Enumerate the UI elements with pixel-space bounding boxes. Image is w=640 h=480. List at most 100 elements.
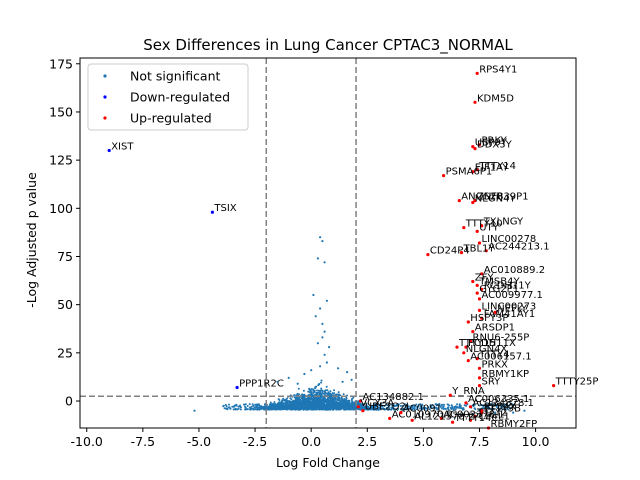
data-point	[475, 71, 479, 75]
background-point	[351, 398, 353, 400]
data-point	[276, 380, 279, 383]
background-point	[244, 403, 247, 406]
data-point	[358, 399, 363, 403]
gene-label: Y_RNA	[451, 386, 485, 397]
background-point	[286, 408, 289, 411]
data-point	[475, 283, 479, 287]
background-point	[385, 407, 388, 409]
background-point	[478, 404, 481, 407]
background-point	[438, 404, 441, 407]
background-point	[438, 402, 441, 405]
background-point	[439, 405, 442, 408]
background-point	[320, 381, 323, 384]
gene-label: AC244213.1	[488, 242, 549, 253]
background-point	[256, 403, 259, 406]
background-point	[235, 408, 238, 411]
data-point	[328, 346, 331, 349]
background-point	[299, 403, 302, 406]
background-point	[319, 406, 322, 409]
background-point	[418, 403, 421, 406]
background-point	[237, 407, 240, 410]
gene-label: EIF1AY	[475, 163, 509, 174]
gene-label: NLGN4Y	[475, 194, 517, 205]
data-point	[319, 236, 322, 239]
y-tick-label: 75	[57, 249, 73, 264]
background-point	[239, 406, 242, 409]
data-point	[477, 308, 482, 312]
gene-label: PCP4L1	[473, 411, 510, 422]
background-point	[330, 406, 332, 409]
gene-label: AC006157.1	[470, 352, 531, 363]
background-point	[501, 405, 504, 408]
gene-label: KDM5D	[477, 93, 514, 104]
background-point	[296, 407, 299, 410]
background-point	[326, 405, 329, 407]
gene-label: ANOS2P	[461, 192, 502, 203]
gene-label: TSIX	[213, 203, 236, 214]
background-point	[373, 405, 375, 408]
background-point	[283, 399, 286, 402]
background-point	[306, 405, 309, 408]
background-point	[391, 404, 394, 406]
background-point	[497, 404, 499, 406]
background-point	[504, 407, 507, 410]
background-point	[300, 407, 303, 410]
y-tick-label: 100	[49, 201, 73, 216]
data-point	[439, 416, 443, 420]
background-point	[305, 408, 308, 411]
background-point	[273, 401, 276, 404]
data-point	[475, 229, 479, 233]
data-point	[451, 420, 455, 424]
background-point	[300, 405, 303, 408]
background-point	[237, 405, 240, 408]
gene-label: TTTY9B	[483, 404, 521, 415]
gene-label: ZNF839P1	[477, 192, 529, 203]
background-point	[295, 403, 297, 405]
background-point	[411, 406, 414, 409]
data-point	[314, 315, 317, 318]
data-point	[477, 297, 482, 301]
data-point	[473, 199, 477, 203]
legend-label: Up-regulated	[130, 111, 212, 126]
background-point	[506, 405, 509, 407]
background-point	[292, 399, 295, 402]
x-tick-label: 2.5	[357, 434, 377, 449]
background-point	[261, 406, 264, 409]
data-point	[471, 200, 475, 205]
background-point	[362, 405, 365, 408]
gene-label: ZFY	[475, 273, 495, 284]
background-point	[360, 406, 363, 409]
legend-box	[87, 63, 249, 131]
data-point	[475, 357, 479, 361]
background-point	[222, 404, 225, 407]
x-tick-label: -7.5	[131, 434, 155, 449]
background-point	[231, 405, 234, 408]
background-point	[324, 389, 327, 392]
background-point	[254, 408, 257, 411]
x-axis-label: Log Fold Change	[276, 455, 380, 470]
background-point	[453, 406, 456, 408]
background-point	[348, 408, 351, 411]
background-point	[307, 390, 310, 393]
background-point	[282, 405, 285, 408]
background-point	[387, 404, 390, 407]
data-point	[468, 418, 473, 422]
background-point	[485, 403, 488, 406]
data-point	[229, 407, 232, 410]
background-point	[368, 407, 371, 410]
gene-label: RNU6-255P	[473, 332, 530, 343]
background-point	[325, 404, 328, 407]
background-point	[228, 403, 230, 406]
data-point	[316, 257, 319, 260]
background-point	[407, 407, 410, 410]
x-tick-label: 5.0	[413, 434, 433, 449]
background-point	[314, 401, 317, 404]
background-point	[473, 403, 476, 406]
gene-label: NLGN4X	[466, 344, 508, 355]
background-point	[397, 408, 400, 410]
background-point	[377, 406, 380, 409]
background-point	[486, 406, 489, 409]
background-point	[245, 408, 248, 411]
gene-label: ARSDP1	[475, 323, 515, 334]
background-point	[409, 406, 412, 409]
